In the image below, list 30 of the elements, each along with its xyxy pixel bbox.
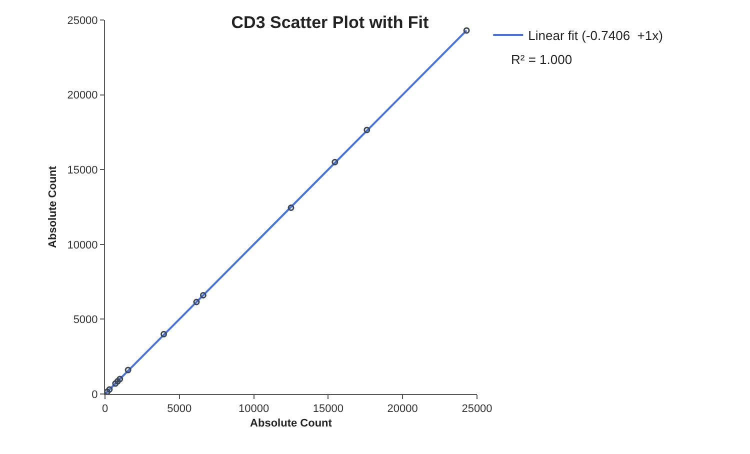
point [106, 386, 113, 393]
point [112, 380, 119, 387]
y-tick-label: 15000 [67, 164, 98, 176]
point [364, 126, 370, 134]
x-tick-label: 15000 [312, 403, 344, 416]
text: R² = 1.000 [511, 52, 572, 67]
y-tick-label: 0 [92, 388, 98, 401]
x-tick-label: 0 [102, 403, 108, 416]
x-tick-label: 10000 [238, 403, 270, 416]
point [114, 378, 121, 385]
point [105, 388, 110, 394]
x-axis-title: Absolute Count [250, 417, 332, 430]
x-tick-label: 25000 [462, 403, 492, 416]
y-tick-label: 10000 [67, 239, 98, 252]
point [116, 376, 124, 382]
point [124, 366, 132, 374]
y-tick-label: 5000 [73, 314, 98, 326]
y-axis-title: Absolute Count [46, 166, 59, 248]
x-tick-label: 20000 [387, 403, 418, 416]
point [288, 204, 294, 211]
y-tick-label: 20000 [67, 90, 98, 102]
point [463, 27, 470, 34]
chart-title: CD3 Scatter Plot with Fit [231, 12, 430, 32]
point [332, 158, 338, 166]
y-tick-label: 25000 [67, 14, 98, 27]
point [193, 298, 200, 306]
legend-label: Linear fit (-0.7406 +1x) [528, 28, 663, 44]
x-tick-label: 5000 [167, 403, 192, 416]
point [200, 292, 206, 299]
point [160, 330, 168, 338]
